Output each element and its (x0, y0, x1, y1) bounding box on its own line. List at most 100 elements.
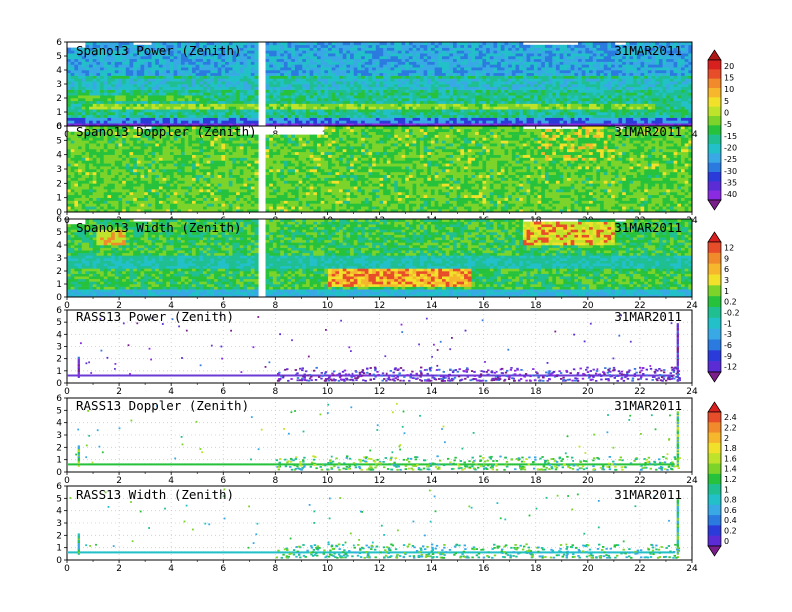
heatmap-cell (379, 61, 384, 65)
heatmap-cell (655, 56, 660, 60)
heatmap-cell (118, 44, 123, 48)
heatmap-cell (563, 53, 568, 57)
heatmap-cell (81, 120, 86, 124)
heatmap-cell (70, 84, 75, 88)
heatmap-cell (364, 123, 369, 127)
heatmap-cell (666, 120, 671, 124)
heatmap-cell (445, 89, 450, 93)
heatmap-cell (596, 50, 601, 54)
heatmap-cell (622, 103, 627, 107)
heatmap-cell (552, 103, 557, 107)
heatmap-cell (644, 95, 649, 99)
heatmap-cell (383, 72, 388, 76)
heatmap-cell (408, 120, 413, 124)
heatmap-cell (114, 86, 119, 90)
heatmap-cell (158, 75, 163, 79)
heatmap-cell (305, 114, 311, 118)
heatmap-cell (291, 114, 296, 118)
heatmap-cell (548, 100, 553, 104)
heatmap-cell (214, 64, 219, 68)
heatmap-cell (96, 89, 101, 93)
heatmap-cell (419, 44, 425, 48)
heatmap-cell (206, 114, 211, 118)
heatmap-cell (232, 84, 237, 88)
heatmap-cell (173, 67, 178, 71)
heatmap-cell (339, 103, 344, 107)
heatmap-cell (640, 42, 645, 46)
heatmap-cell (401, 64, 406, 68)
heatmap-cell (442, 47, 447, 51)
heatmap-cell (614, 103, 619, 107)
heatmap-cell (680, 78, 686, 82)
heatmap-cell (511, 106, 516, 110)
heatmap-cell (585, 56, 590, 60)
heatmap-cell (328, 89, 333, 93)
heatmap-cell (559, 92, 564, 96)
heatmap-cell (482, 92, 487, 96)
heatmap-cell (195, 50, 200, 54)
heatmap-cell (269, 95, 274, 99)
heatmap-cell (647, 64, 652, 68)
heatmap-cell (346, 92, 351, 96)
heatmap-cell (144, 67, 149, 71)
heatmap-cell (618, 72, 623, 76)
heatmap-cell (339, 70, 344, 74)
heatmap-cell (375, 120, 380, 124)
heatmap-cell (206, 89, 211, 93)
heatmap-cell (430, 106, 436, 110)
heatmap-cell (247, 84, 252, 88)
heatmap-cell (644, 89, 649, 93)
heatmap-cell (383, 56, 388, 60)
heatmap-cell (537, 109, 542, 113)
heatmap-cell (434, 44, 439, 48)
heatmap-cell (287, 72, 292, 76)
heatmap-cell (401, 50, 406, 54)
heatmap-cell (192, 75, 197, 79)
heatmap-cell (239, 70, 244, 74)
heatmap-cell (346, 81, 351, 85)
heatmap-cell (320, 56, 325, 60)
heatmap-cell (453, 53, 458, 57)
heatmap-cell (611, 72, 616, 76)
heatmap-cell (629, 61, 634, 65)
heatmap-cell (265, 114, 270, 118)
heatmap-cell (324, 106, 329, 110)
heatmap-cell (493, 112, 498, 116)
heatmap-cell (339, 95, 344, 99)
heatmap-cell (276, 109, 281, 113)
heatmap-cell (408, 44, 413, 48)
heatmap-cell (386, 109, 391, 113)
heatmap-cell (280, 92, 285, 96)
heatmap-cell (177, 50, 182, 54)
heatmap-cell (372, 56, 377, 60)
heatmap-cell (254, 112, 259, 116)
heatmap-cell (589, 114, 594, 118)
heatmap-cell (357, 86, 362, 90)
heatmap-cell (669, 58, 675, 62)
heatmap-cell (129, 95, 134, 99)
heatmap-cell (272, 81, 277, 85)
heatmap-cell (419, 106, 425, 110)
heatmap-cell (412, 50, 417, 54)
heatmap-cell (339, 109, 344, 113)
heatmap-cell (96, 86, 101, 90)
heatmap-cell (133, 84, 138, 88)
heatmap-cell (567, 92, 572, 96)
heatmap-cell (397, 64, 402, 68)
heatmap-cell (383, 70, 388, 74)
heatmap-cell (225, 123, 230, 127)
heatmap-cell (199, 92, 204, 96)
heatmap-cell (567, 109, 572, 113)
heatmap-cell (103, 117, 108, 121)
heatmap-cell (136, 117, 141, 121)
heatmap-cell (467, 123, 472, 127)
heatmap-cell (519, 86, 524, 90)
heatmap-cell (350, 98, 355, 102)
heatmap-cell (486, 53, 491, 57)
heatmap-cell (475, 47, 480, 51)
heatmap-cell (541, 112, 546, 116)
heatmap-cell (67, 58, 72, 62)
heatmap-cell (188, 53, 193, 57)
heatmap-cell (438, 81, 443, 85)
heatmap-cell (673, 58, 678, 62)
